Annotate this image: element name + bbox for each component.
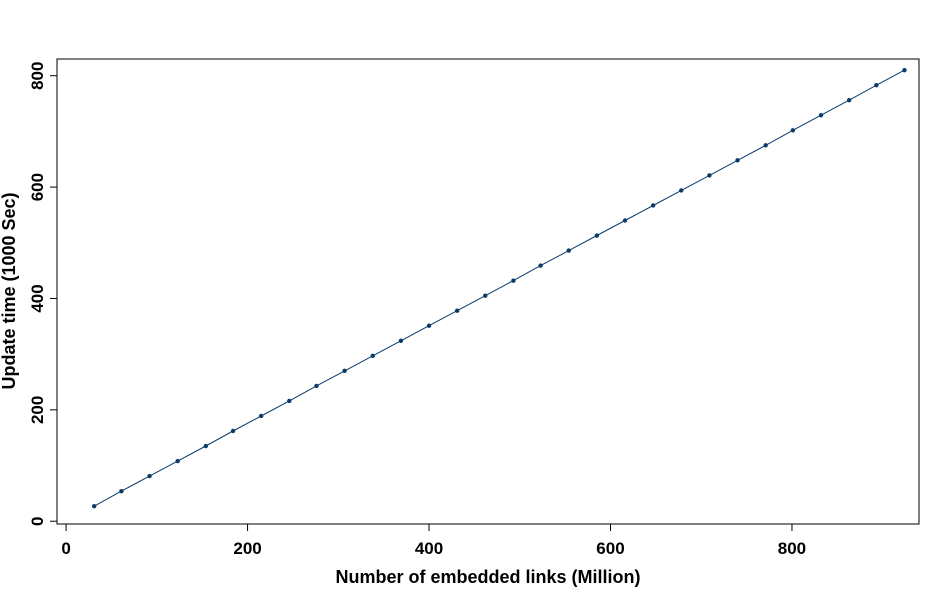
data-point <box>230 428 236 434</box>
data-point <box>707 173 712 178</box>
data-point <box>818 113 824 118</box>
x-tick-label: 800 <box>778 539 806 558</box>
data-point <box>287 398 292 404</box>
y-tick-label: 800 <box>28 62 47 90</box>
plot-frame <box>56 58 920 525</box>
data-point <box>454 308 460 313</box>
x-tick-label: 0 <box>61 539 70 558</box>
data-point <box>203 443 209 449</box>
data-point <box>370 353 375 359</box>
data-point <box>147 473 152 479</box>
x-tick-label: 200 <box>233 539 261 558</box>
x-axis: 0 200 400 600 800 <box>61 524 806 558</box>
y-tick-label: 600 <box>28 173 47 201</box>
data-point <box>175 458 180 464</box>
y-tick-label: 200 <box>28 396 47 424</box>
data-point <box>342 368 347 374</box>
y-axis-title: Update time (1000 Sec) <box>0 192 19 389</box>
data-point <box>398 338 404 343</box>
y-tick-label: 400 <box>28 284 47 312</box>
y-tick-label: 0 <box>28 516 47 525</box>
data-point <box>538 263 543 268</box>
data-point <box>679 188 684 193</box>
data-point <box>314 383 319 389</box>
series-line <box>93 69 905 507</box>
data-point <box>763 143 768 148</box>
data-point <box>874 82 879 88</box>
data-point <box>622 218 628 223</box>
data-point <box>594 233 600 238</box>
data-point <box>92 503 97 509</box>
data-point <box>258 413 264 419</box>
x-tick-label: 400 <box>415 539 443 558</box>
x-tick-label: 600 <box>596 539 624 558</box>
data-point <box>483 293 488 298</box>
x-axis-title: Number of embedded links (Million) <box>335 567 640 587</box>
data-point <box>735 158 740 163</box>
series-layer <box>92 67 907 509</box>
data-point <box>511 278 516 283</box>
data-point <box>119 488 124 494</box>
data-point <box>790 128 796 133</box>
data-point <box>566 248 571 253</box>
data-point <box>426 323 432 328</box>
data-point <box>902 67 907 73</box>
data-point <box>650 203 656 208</box>
data-point <box>846 98 852 103</box>
y-axis: 0 200 400 600 800 <box>28 62 57 526</box>
